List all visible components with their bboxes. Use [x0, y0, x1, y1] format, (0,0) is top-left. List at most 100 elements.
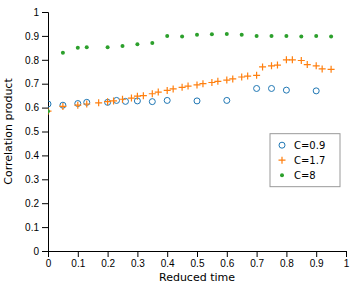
legend-symbol-shape: [280, 173, 284, 177]
tick-label: 0.8: [280, 258, 294, 269]
point: [314, 34, 318, 38]
point: [180, 35, 184, 39]
point-shape: [194, 81, 201, 88]
point-shape: [319, 65, 326, 72]
point: [240, 33, 244, 37]
point: [59, 103, 66, 110]
point-shape: [298, 57, 305, 64]
point: [104, 98, 111, 105]
point: [85, 45, 89, 49]
tick-label: 0.9: [25, 31, 39, 42]
tick-mark: [42, 155, 48, 156]
tick-label: 0.5: [25, 126, 39, 137]
point-shape: [329, 35, 333, 39]
point-shape: [283, 87, 289, 93]
point: [194, 81, 201, 88]
tick: 0.6: [25, 102, 48, 113]
point: [269, 85, 275, 91]
axis-line: [42, 13, 49, 252]
point-shape: [299, 35, 303, 39]
point: [165, 34, 169, 38]
point: [61, 51, 65, 55]
point: [299, 35, 303, 39]
tick-label: 0.2: [101, 258, 115, 269]
point-shape: [313, 62, 320, 69]
point: [140, 92, 147, 99]
point-shape: [180, 35, 184, 39]
point-shape: [150, 41, 154, 45]
tick: 0.5: [25, 126, 48, 137]
point: [328, 66, 335, 73]
point: [214, 78, 221, 85]
point-shape: [155, 89, 162, 96]
tick-mark: [42, 60, 48, 61]
point-shape: [170, 85, 177, 92]
tick: 1: [33, 7, 48, 18]
tick-label: 0.7: [250, 258, 264, 269]
tick-label: 0.6: [220, 258, 234, 269]
tick: 0.7: [250, 251, 264, 269]
legend-item: C=0.9: [279, 140, 325, 151]
tick-label: 0: [33, 246, 39, 257]
point-shape: [128, 95, 135, 102]
point-shape: [104, 98, 111, 105]
point-shape: [179, 84, 186, 91]
point: [119, 96, 126, 103]
point-shape: [121, 44, 125, 48]
point: [155, 89, 162, 96]
tick-mark: [42, 84, 48, 85]
plot: 00.10.20.30.40.50.60.70.80.9100.10.20.30…: [25, 7, 350, 269]
x-axis-title: Reduced time: [159, 271, 235, 284]
point: [289, 56, 296, 63]
point-shape: [304, 61, 311, 68]
point-shape: [224, 97, 230, 103]
point-shape: [225, 32, 229, 36]
point-shape: [48, 101, 51, 107]
point: [304, 61, 311, 68]
tick: 0: [33, 246, 48, 257]
point-shape: [210, 32, 214, 36]
point: [298, 57, 305, 64]
tick-mark: [42, 132, 48, 133]
point-shape: [313, 88, 319, 94]
tick: 0.8: [25, 55, 48, 66]
point-shape: [268, 62, 275, 69]
tick: 0.9: [310, 251, 324, 269]
point-shape: [85, 45, 89, 49]
tick: 0.2: [101, 251, 115, 269]
point: [76, 46, 80, 50]
tick-mark: [78, 251, 79, 257]
tick: 0.1: [71, 251, 85, 269]
tick-label: 0.4: [161, 258, 175, 269]
point: [274, 62, 281, 69]
point: [179, 84, 186, 91]
series: [48, 85, 319, 108]
tick: 0.4: [161, 251, 175, 269]
point-shape: [195, 33, 199, 37]
point-shape: [194, 98, 200, 104]
point-shape: [253, 72, 260, 79]
point-shape: [59, 103, 66, 110]
tick-label: 0.2: [25, 198, 39, 209]
point: [283, 56, 290, 63]
point-shape: [254, 85, 260, 91]
tick: 1: [344, 251, 350, 269]
point-shape: [314, 34, 318, 38]
point-shape: [244, 73, 251, 80]
legend-item: C=1.7: [279, 155, 326, 166]
legend-label: C=0.9: [294, 140, 325, 151]
point: [149, 99, 155, 105]
legend-frame: [270, 134, 340, 187]
point-shape: [106, 45, 110, 49]
point: [121, 44, 125, 48]
point: [185, 83, 192, 90]
legend-label: C=1.7: [294, 155, 325, 166]
point: [253, 72, 260, 79]
point-shape: [83, 101, 90, 108]
point: [150, 41, 154, 45]
point: [259, 63, 266, 70]
point: [238, 74, 245, 81]
point-shape: [284, 34, 288, 38]
tick-mark: [257, 251, 258, 257]
point-shape: [223, 77, 230, 84]
